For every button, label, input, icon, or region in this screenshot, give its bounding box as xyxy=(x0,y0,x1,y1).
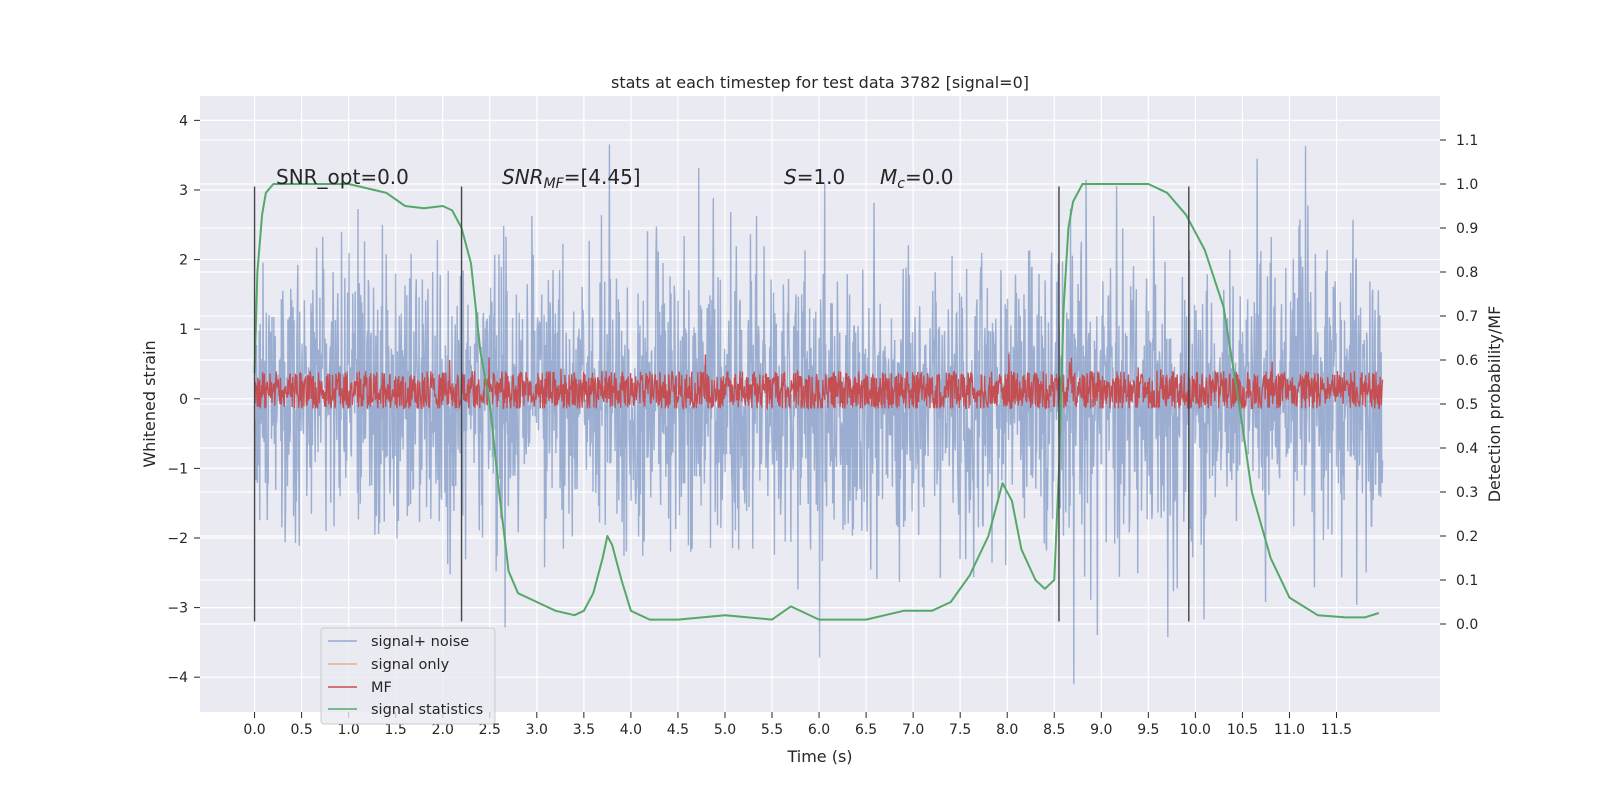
y-tick-label: −1 xyxy=(167,461,188,477)
y2-tick-label: 0.2 xyxy=(1456,529,1478,545)
annotation-snr-mf-base: SNR xyxy=(502,165,544,189)
annotation-mc: Mc=0.0 xyxy=(880,165,954,192)
y-axis-label: Whitened strain xyxy=(140,340,159,467)
y2-tick-label: 0.4 xyxy=(1456,441,1478,457)
y2-tick-label: 0.1 xyxy=(1456,573,1478,589)
x-tick-label: 9.5 xyxy=(1137,722,1159,738)
x-tick-label: 0.5 xyxy=(290,722,312,738)
x-tick-label: 10.5 xyxy=(1227,722,1258,738)
x-tick-label: 3.5 xyxy=(573,722,595,738)
annotation-mc-sub: c xyxy=(897,176,905,192)
legend-label-mf: MF xyxy=(371,680,392,696)
data-layer xyxy=(253,144,1384,685)
y2-tick-label: 0.9 xyxy=(1456,221,1478,237)
x-tick-label: 6.5 xyxy=(855,722,877,738)
x-tick-label: 11.5 xyxy=(1321,722,1352,738)
x-tick-label: 10.0 xyxy=(1180,722,1211,738)
y-tick-label: −4 xyxy=(167,670,188,686)
x-tick-label: 4.0 xyxy=(620,722,642,738)
annotation-snr-mf: SNRMF=[4.45] xyxy=(502,165,641,192)
annotation-snr-mf-value: =[4.45] xyxy=(564,165,641,189)
annotations: SNR_opt=0.0 SNRMF=[4.45] S=1.0 Mc=0.0 xyxy=(276,165,954,192)
series-signal-statistics xyxy=(253,183,1380,621)
annotation-s-var: S xyxy=(784,165,797,189)
x-tick-label: 8.5 xyxy=(1043,722,1065,738)
y-tick-label: −2 xyxy=(167,531,188,547)
y-tick-label: 0 xyxy=(179,392,188,408)
legend: signal+ noise signal only MF signal stat… xyxy=(320,627,496,725)
x-tick-label: 4.5 xyxy=(667,722,689,738)
y2-tick-label: 1.0 xyxy=(1456,177,1478,193)
y-tick-label: 2 xyxy=(179,253,188,269)
x-tick-label: 5.0 xyxy=(714,722,736,738)
annotation-snr-opt: SNR_opt=0.0 xyxy=(276,165,409,189)
x-tick-label: 5.5 xyxy=(761,722,783,738)
chart-title: stats at each timestep for test data 378… xyxy=(611,73,1029,92)
annotation-mc-value: =0.0 xyxy=(905,165,954,189)
y2-tick-label: 0.0 xyxy=(1456,617,1478,633)
x-axis-label: Time (s) xyxy=(786,747,852,766)
x-tick-label: 1.5 xyxy=(385,722,407,738)
annotation-s-value: =1.0 xyxy=(797,165,846,189)
x-tick-label: 2.5 xyxy=(479,722,501,738)
y2-tick-label: 1.1 xyxy=(1456,133,1478,149)
y-tick-label: 1 xyxy=(179,322,188,338)
y-tick-label: 4 xyxy=(179,113,188,129)
legend-frame xyxy=(320,627,496,725)
x-tick-label: 7.5 xyxy=(949,722,971,738)
annotation-s: S=1.0 xyxy=(784,165,845,189)
x-tick-label: 7.0 xyxy=(902,722,924,738)
vertical-markers xyxy=(253,186,1190,622)
y2-axis-label: Detection probability/MF xyxy=(1485,306,1504,503)
legend-label-signal-noise: signal+ noise xyxy=(371,634,469,650)
x-tick-label: 0.0 xyxy=(243,722,265,738)
legend-label-signal-statistics: signal statistics xyxy=(371,702,483,718)
x-tick-label: 2.0 xyxy=(432,722,454,738)
x-tick-label: 9.0 xyxy=(1090,722,1112,738)
x-tick-label: 6.0 xyxy=(808,722,830,738)
y2-tick-label: 0.7 xyxy=(1456,309,1478,325)
x-tick-label: 3.0 xyxy=(526,722,548,738)
x-tick-label: 8.0 xyxy=(996,722,1018,738)
x-tick-label: 1.0 xyxy=(338,722,360,738)
y2-tick-label: 0.8 xyxy=(1456,265,1478,281)
annotation-snr-mf-sub: MF xyxy=(544,176,565,192)
ticks: 0.0 0.5 1.0 1.5 2.0 2.5 3.0 3.5 4.0 4.5 5.0 5.5 6.0 6… xyxy=(167,113,1478,738)
x-tick-label: 11.0 xyxy=(1274,722,1305,738)
y-tick-label: −3 xyxy=(167,601,188,617)
y2-tick-label: 0.5 xyxy=(1456,397,1478,413)
y2-tick-label: 0.6 xyxy=(1456,353,1478,369)
series-mf xyxy=(253,353,1384,411)
y-tick-label: 3 xyxy=(179,183,188,199)
annotation-mc-base: M xyxy=(880,165,897,189)
y2-tick-label: 0.3 xyxy=(1456,485,1478,501)
legend-label-signal-only: signal only xyxy=(371,657,450,673)
